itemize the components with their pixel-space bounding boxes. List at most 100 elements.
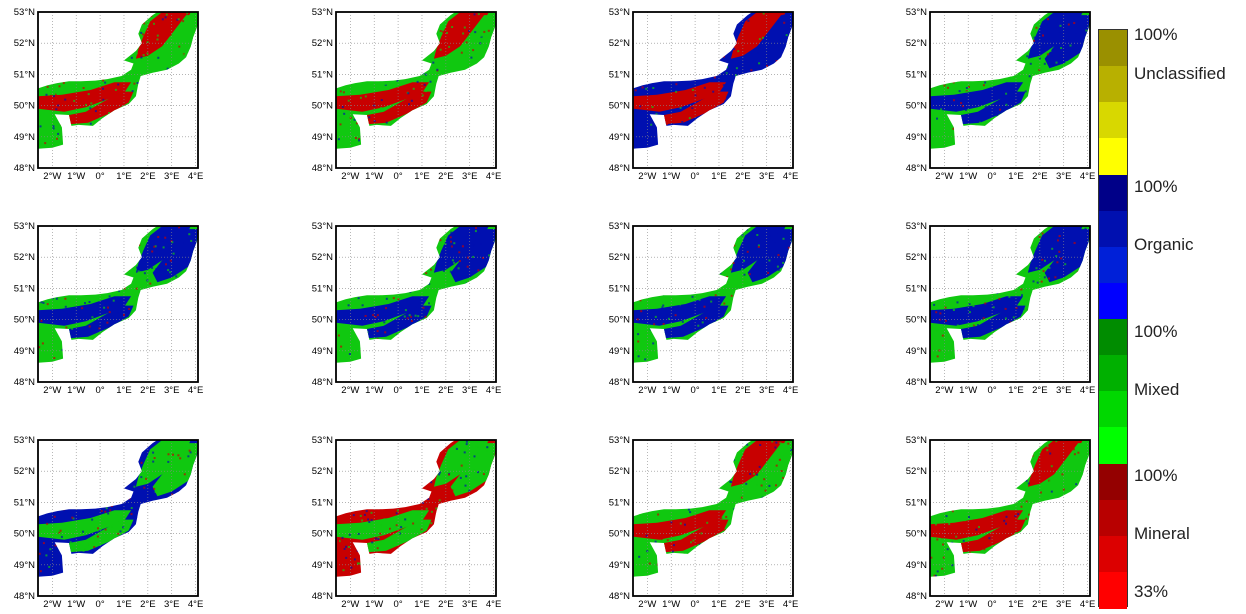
class-speckle [1038, 57, 1041, 60]
class-speckle [994, 77, 996, 80]
class-speckle [371, 541, 374, 544]
class-speckle [710, 300, 713, 303]
class-speckle [1064, 509, 1067, 512]
class-speckle [1017, 339, 1020, 342]
class-speckle [361, 228, 364, 231]
class-speckle [413, 549, 416, 552]
class-speckle [1084, 227, 1087, 230]
class-speckle [713, 46, 716, 49]
class-speckle [664, 64, 667, 67]
class-speckle [347, 304, 350, 307]
class-speckle [402, 239, 405, 242]
class-speckle [679, 106, 682, 109]
class-speckle [636, 37, 639, 40]
class-speckle [107, 283, 110, 286]
class-speckle [951, 149, 953, 151]
class-speckle [434, 304, 437, 307]
class-speckle [1083, 554, 1085, 557]
class-speckle [687, 131, 690, 134]
class-speckle [487, 29, 490, 32]
class-speckle [483, 148, 485, 149]
class-speckle [673, 47, 676, 50]
class-speckle [149, 516, 152, 519]
class-speckle [337, 232, 340, 235]
lon-tick-label: 3°E [1056, 599, 1071, 610]
class-speckle [426, 541, 429, 543]
class-speckle [956, 301, 959, 304]
class-speckle [674, 379, 676, 381]
class-speckle [1045, 292, 1048, 295]
sea-region-organic [747, 229, 793, 283]
class-speckle [337, 334, 340, 337]
class-speckle [57, 104, 60, 107]
class-speckle [974, 464, 977, 467]
class-speckle [744, 561, 747, 564]
class-speckle [702, 14, 705, 17]
class-speckle [733, 451, 736, 454]
class-speckle [961, 353, 964, 356]
class-speckle [931, 340, 934, 343]
class-speckle [1035, 475, 1038, 478]
class-speckle [782, 575, 785, 577]
class-speckle [969, 552, 972, 555]
class-speckle [110, 134, 112, 137]
class-speckle [401, 131, 404, 134]
lon-tick-label: 1°W [662, 171, 680, 182]
class-speckle [415, 271, 418, 274]
class-speckle [92, 453, 95, 456]
class-speckle [761, 136, 764, 139]
class-speckle [688, 82, 691, 85]
class-speckle [679, 522, 682, 525]
class-speckle [699, 242, 701, 245]
class-speckle [932, 118, 935, 121]
sea-region-mineral [730, 12, 786, 59]
class-speckle [715, 72, 718, 75]
lat-tick-label: 51°N [312, 497, 333, 508]
class-speckle [378, 488, 381, 491]
class-speckle [407, 348, 410, 351]
lon-tick-label: 2°W [935, 599, 953, 610]
class-speckle [744, 527, 747, 530]
class-speckle [746, 228, 749, 231]
class-speckle [377, 105, 380, 108]
class-speckle [188, 233, 191, 236]
class-speckle [789, 301, 792, 304]
class-speckle [665, 475, 668, 478]
class-speckle [134, 161, 136, 163]
class-speckle [988, 270, 991, 273]
class-speckle [698, 369, 700, 371]
class-speckle [178, 45, 181, 48]
class-speckle [114, 234, 117, 236]
sea-region-mixed [135, 440, 191, 487]
class-speckle [48, 35, 51, 37]
class-speckle [465, 282, 468, 285]
class-speckle [998, 448, 1001, 451]
class-speckle [1061, 98, 1064, 101]
class-speckle [387, 40, 390, 43]
class-speckle [378, 457, 381, 460]
class-speckle [91, 260, 94, 262]
class-speckle [373, 488, 376, 491]
class-speckle [121, 535, 124, 538]
class-speckle [707, 127, 710, 130]
class-speckle [130, 313, 133, 316]
class-speckle [672, 120, 675, 123]
class-speckle [700, 287, 703, 289]
class-speckle [433, 458, 436, 461]
class-speckle [452, 522, 455, 525]
class-speckle [996, 114, 999, 117]
sea-region-mineral [135, 12, 191, 59]
class-speckle [345, 281, 348, 284]
class-speckle [1042, 348, 1045, 351]
class-speckle [1040, 90, 1043, 93]
class-speckle [965, 354, 968, 357]
class-speckle [695, 277, 698, 279]
class-speckle [343, 112, 346, 115]
class-speckle [980, 75, 983, 78]
class-speckle [133, 82, 136, 85]
class-speckle [933, 303, 936, 306]
class-speckle [474, 31, 477, 34]
class-speckle [188, 54, 191, 56]
class-speckle [86, 248, 89, 251]
class-speckle [347, 546, 350, 548]
